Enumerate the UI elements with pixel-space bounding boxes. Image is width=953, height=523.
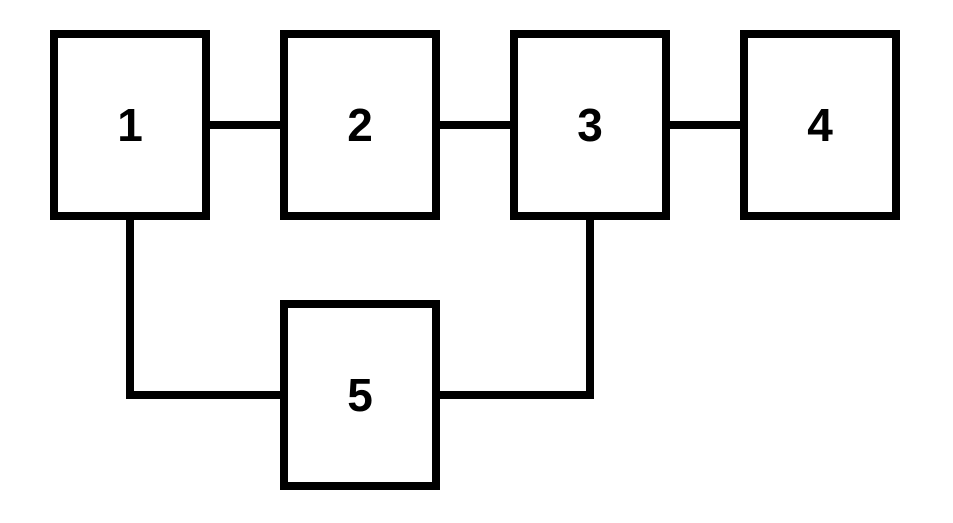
node-n3: 3 [510,30,670,220]
edge [126,220,134,399]
node-n1: 1 [50,30,210,220]
block-diagram: 1 2 3 4 5 [0,0,953,523]
edge [440,121,510,129]
node-label: 1 [117,98,143,152]
edge [126,391,280,399]
node-n2: 2 [280,30,440,220]
edge [586,220,594,399]
edge [670,121,740,129]
node-label: 2 [347,98,373,152]
edge [210,121,280,129]
node-n5: 5 [280,300,440,490]
node-label: 4 [807,98,833,152]
edge [440,391,594,399]
node-n4: 4 [740,30,900,220]
node-label: 5 [347,368,373,422]
node-label: 3 [577,98,603,152]
